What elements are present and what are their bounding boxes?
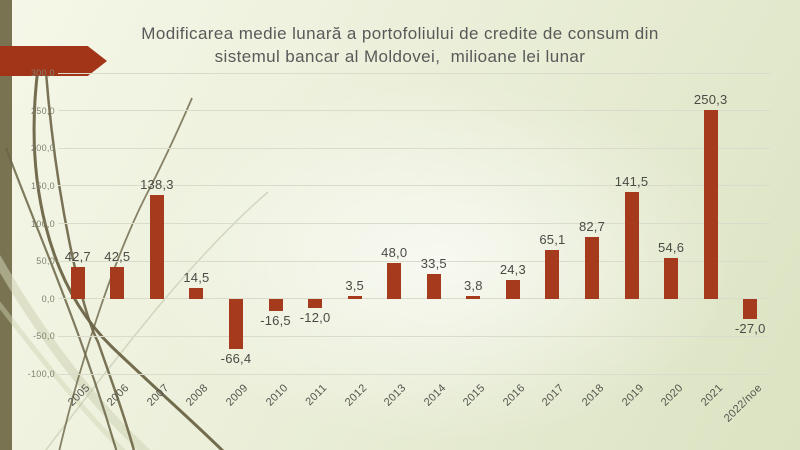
gridline-250,0 <box>58 110 770 112</box>
bar-2006 <box>110 266 125 299</box>
bar-value-label: -66,4 <box>220 350 252 366</box>
bar-2021 <box>703 110 718 299</box>
bar-2008 <box>189 287 204 299</box>
y-axis-tick-label: 0,0 <box>41 293 55 304</box>
gridline-150,0 <box>58 185 770 187</box>
y-axis-tick-label: -50,0 <box>32 331 55 342</box>
y-axis-tick-label: 300,0 <box>30 68 55 78</box>
bar-2010 <box>268 298 283 312</box>
slide-title: Modificarea medie lunară a portofoliului… <box>0 22 800 68</box>
bar-2018 <box>585 236 599 299</box>
y-axis-tick-label: 200,0 <box>30 143 55 154</box>
bar-2012 <box>347 296 362 299</box>
bar-value-label: 24,3 <box>499 262 526 278</box>
bar-value-label: 48,0 <box>381 244 408 260</box>
bar-value-label: 42,5 <box>104 248 131 264</box>
gridline--100,0 <box>58 373 770 375</box>
bar-2016 <box>505 280 520 299</box>
bar-2013 <box>387 262 402 299</box>
bar-value-label: 33,5 <box>420 255 447 271</box>
bar-value-label: 65,1 <box>539 231 566 247</box>
bar-2005 <box>70 266 85 299</box>
y-axis-tick-label: 250,0 <box>30 105 55 116</box>
bar-value-label: 250,3 <box>693 92 728 108</box>
slide-title-line2: sistemul bancar al Moldovei, milioane le… <box>214 47 586 66</box>
bar-2022-noe <box>743 298 758 320</box>
bar-value-label: 141,5 <box>614 174 649 190</box>
bar-2009 <box>229 298 243 349</box>
gridline-200,0 <box>58 147 770 149</box>
gridline-0,0 <box>58 298 770 300</box>
bar-value-label: 3,5 <box>345 278 364 294</box>
bar-value-label: -27,0 <box>734 321 766 337</box>
bar-value-label: -12,0 <box>299 309 331 325</box>
bar-value-label: 138,3 <box>140 176 174 192</box>
bar-2019 <box>624 192 639 299</box>
y-axis-tick-label: 100,0 <box>30 218 55 229</box>
bar-2007 <box>149 194 164 299</box>
gridline-100,0 <box>58 223 770 224</box>
gridline-300,0 <box>58 72 770 74</box>
bar-2014 <box>426 273 441 299</box>
bar-value-label: 3,8 <box>463 277 483 293</box>
bar-2017 <box>545 249 560 299</box>
bar-value-label: 14,5 <box>183 269 210 285</box>
bar-value-label: 54,6 <box>658 239 685 255</box>
slide-title-line1: Modificarea medie lunară a portofoliului… <box>141 24 659 43</box>
bar-2020 <box>664 257 679 299</box>
y-axis-tick-label: -100,0 <box>27 369 55 379</box>
y-axis-tick-label: 150,0 <box>30 180 55 191</box>
bar-2015 <box>466 295 481 299</box>
gridline--50,0 <box>58 335 770 337</box>
gridline-50,0 <box>58 260 770 262</box>
bar-2011 <box>308 298 323 308</box>
bar-value-label: 82,7 <box>578 218 606 234</box>
